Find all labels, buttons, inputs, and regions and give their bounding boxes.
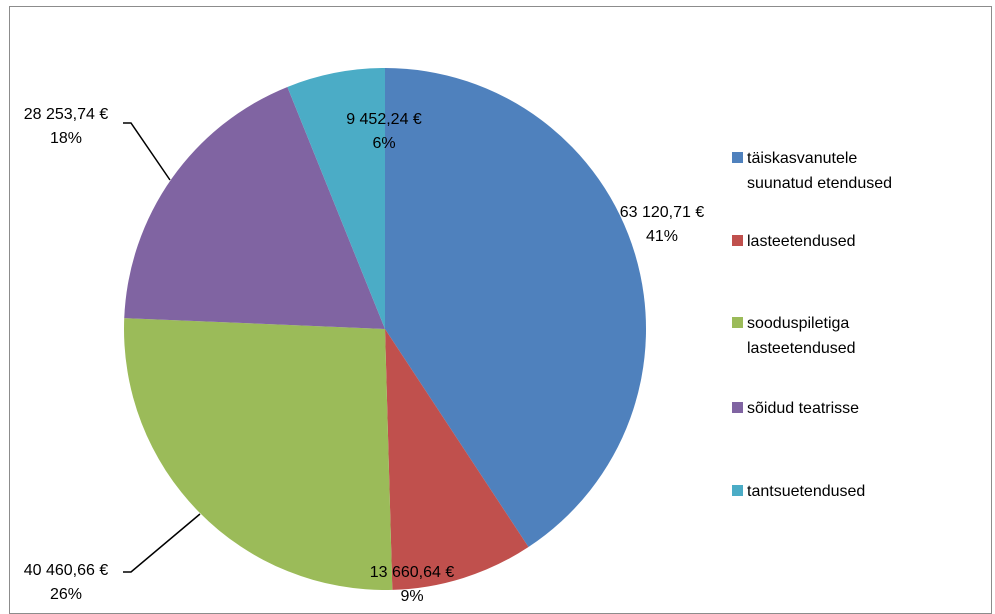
legend-swatch-sooduspiletiga-lasteetendused (732, 317, 743, 328)
legend-item-taiskasvanutele-suunatud-etendused: täiskasvanutele suunatud etendused (732, 150, 892, 192)
legend-label-taiskasvanutele-suunatud-etendused-line-1: täiskasvanutele (747, 150, 857, 167)
pie-slice-taiskasvanutele-suunatud-etendused (385, 68, 647, 548)
data-label-value-sooduspiletiga-lasteetendused: 40 460,66 € (24, 562, 109, 579)
pie-slice-tantsuetendused (287, 68, 385, 329)
legend-item-soidud-teatrisse: sõidud teatrisse (732, 400, 859, 417)
legend-label-tantsuetendused: tantsuetendused (747, 483, 865, 500)
legend-label-taiskasvanutele-suunatud-etendused-line-2: suunatud etendused (747, 175, 892, 192)
data-label-value-taiskasvanutele-suunatud-etendused: 63 120,71 € (620, 204, 705, 221)
data-label-value-tantsuetendused: 9 452,24 € (346, 111, 422, 128)
legend-swatch-lasteetendused (732, 235, 743, 246)
legend-swatch-taiskasvanutele-suunatud-etendused (732, 152, 743, 163)
leader-line-soidud-teatrisse (123, 122, 171, 181)
pie-slice-sooduspiletiga-lasteetendused (124, 318, 393, 591)
data-label-percent-tantsuetendused: 6% (372, 135, 395, 152)
data-label-value-lasteetendused: 13 660,64 € (370, 564, 455, 581)
data-label-percent-soidud-teatrisse: 18% (50, 130, 82, 147)
legend-item-tantsuetendused: tantsuetendused (732, 483, 865, 500)
pie-slice-lasteetendused (385, 329, 529, 590)
data-label-percent-sooduspiletiga-lasteetendused: 26% (50, 586, 82, 603)
legend-item-sooduspiletiga-lasteetendused: sooduspiletiga lasteetendused (732, 315, 856, 357)
legend: täiskasvanutele suunatud etendused lasteet… (732, 150, 892, 500)
data-labels: 63 120,71 € 41% 13 660,64 € 9% 40 460,66 € 26… (24, 106, 705, 605)
pie-slices (124, 68, 647, 591)
legend-label-sooduspiletiga-lasteetendused-line-1: sooduspiletiga (747, 315, 849, 332)
data-label-percent-taiskasvanutele-suunatud-etendused: 41% (646, 228, 678, 245)
legend-swatch-tantsuetendused (732, 485, 743, 496)
legend-label-sooduspiletiga-lasteetendused-line-2: lasteetendused (747, 340, 856, 357)
pie-slice-soidud-teatrisse (124, 86, 385, 329)
legend-swatch-soidud-teatrisse (732, 402, 743, 413)
leader-lines (123, 122, 201, 573)
legend-label-soidud-teatrisse: sõidud teatrisse (747, 400, 859, 417)
legend-label-lasteetendused: lasteetendused (747, 233, 856, 250)
data-label-value-soidud-teatrisse: 28 253,74 € (24, 106, 109, 123)
data-label-percent-lasteetendused: 9% (400, 588, 423, 605)
legend-item-lasteetendused: lasteetendused (732, 233, 856, 250)
leader-line-sooduspiletiga-lasteetendused (123, 513, 201, 573)
